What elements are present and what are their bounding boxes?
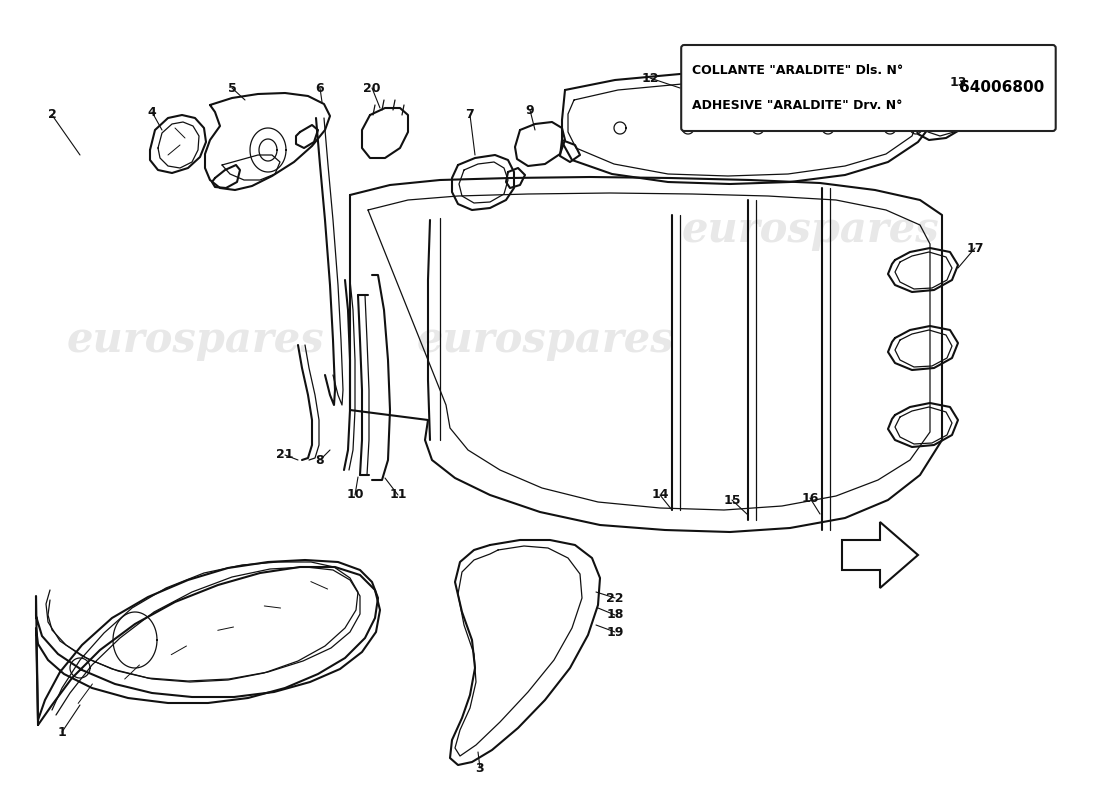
Text: 10: 10 (346, 489, 364, 502)
Text: 22: 22 (606, 591, 624, 605)
Text: 13: 13 (949, 75, 967, 89)
Text: eurospares: eurospares (681, 209, 938, 251)
Text: 4: 4 (147, 106, 156, 118)
Text: 6: 6 (316, 82, 324, 94)
Text: 1: 1 (57, 726, 66, 738)
Text: 3: 3 (475, 762, 484, 774)
Text: 2: 2 (47, 109, 56, 122)
Text: ADHESIVE "ARALDITE" Drv. N°: ADHESIVE "ARALDITE" Drv. N° (692, 99, 903, 112)
FancyBboxPatch shape (681, 45, 1056, 131)
Text: 7: 7 (465, 109, 474, 122)
Text: 11: 11 (389, 489, 407, 502)
Text: COLLANTE "ARALDITE" Dls. N°: COLLANTE "ARALDITE" Dls. N° (692, 64, 903, 77)
Text: 9: 9 (526, 103, 535, 117)
Text: 15: 15 (724, 494, 740, 506)
Text: 64006800: 64006800 (959, 81, 1045, 95)
Text: 18: 18 (606, 609, 624, 622)
Text: eurospares: eurospares (416, 319, 674, 361)
Text: 17: 17 (966, 242, 983, 254)
Text: 14: 14 (651, 489, 669, 502)
Text: 12: 12 (641, 71, 659, 85)
Text: eurospares: eurospares (66, 319, 323, 361)
Text: 8: 8 (316, 454, 324, 466)
Text: 21: 21 (276, 449, 294, 462)
Text: 5: 5 (228, 82, 236, 94)
Text: 19: 19 (606, 626, 624, 638)
Text: 20: 20 (363, 82, 381, 94)
Text: 16: 16 (801, 491, 818, 505)
